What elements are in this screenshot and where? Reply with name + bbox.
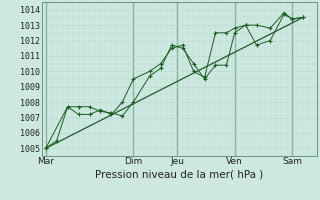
X-axis label: Pression niveau de la mer( hPa ): Pression niveau de la mer( hPa ) (95, 169, 263, 179)
